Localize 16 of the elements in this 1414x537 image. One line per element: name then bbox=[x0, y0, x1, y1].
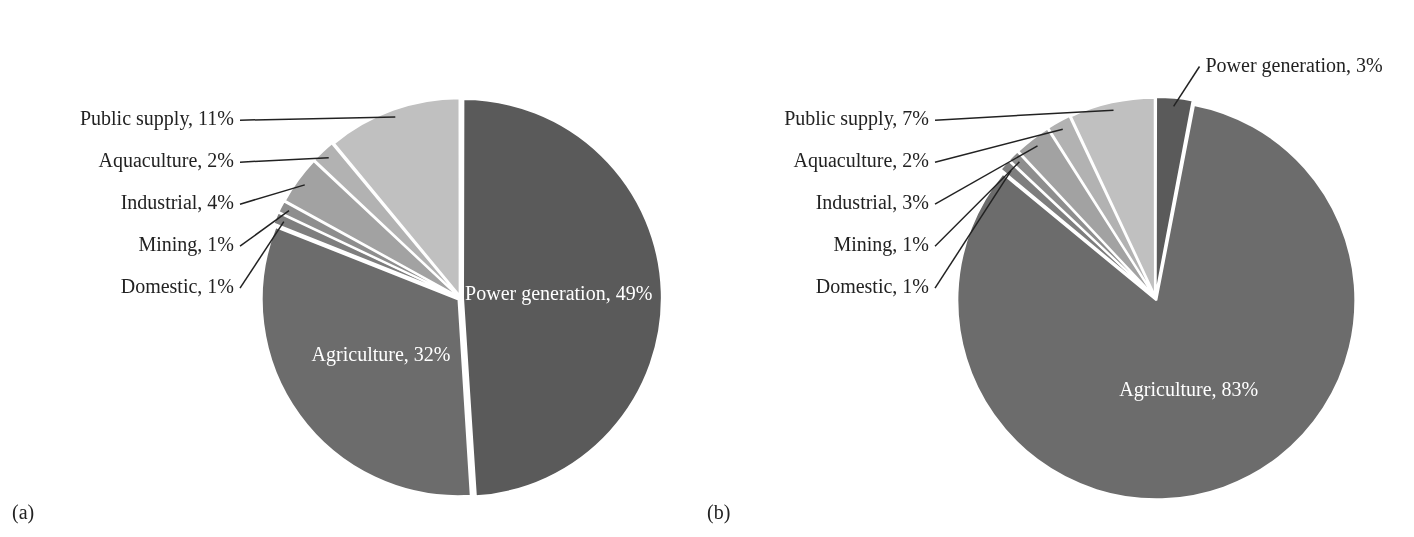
slice-label: Domestic, 1% bbox=[815, 275, 929, 298]
slice-label: Aquaculture, 2% bbox=[98, 149, 234, 173]
text: (b) bbox=[707, 501, 731, 525]
slice-label: Industrial, 4% bbox=[120, 191, 234, 214]
text: (a) bbox=[12, 501, 35, 525]
slice-label: Power generation, 49% bbox=[465, 282, 653, 306]
slice-label: Mining, 1% bbox=[138, 233, 234, 257]
slice-label: Agriculture, 32% bbox=[311, 343, 451, 366]
slice-label: Public supply, 11% bbox=[79, 107, 234, 131]
slice-label: Mining, 1% bbox=[833, 233, 929, 257]
slice-label: Public supply, 7% bbox=[784, 107, 929, 131]
slice-label: Domestic, 1% bbox=[120, 275, 234, 298]
slice-label: Power generation, 3% bbox=[1205, 53, 1383, 77]
slice-label: Industrial, 3% bbox=[815, 191, 929, 214]
slice-label: Agriculture, 83% bbox=[1119, 377, 1259, 401]
slice-label: Aquaculture, 2% bbox=[793, 149, 929, 173]
